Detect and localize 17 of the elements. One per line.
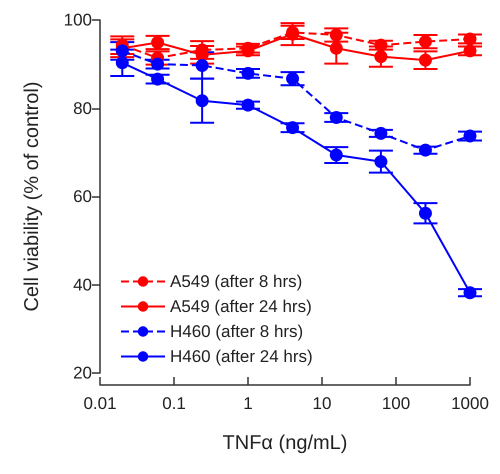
legend-label: A549 (after 24 hrs) [170,297,312,316]
y-tick-label: 100 [64,10,92,30]
x-tick-label: 1 [243,394,253,413]
x-tick-label: 0.01 [83,394,117,413]
y-tick-label: 40 [73,275,92,294]
x-tick-label: 1000 [451,394,489,413]
legend-label: H460 (after 24 hrs) [170,347,313,366]
y-tick-label: 20 [73,364,92,382]
y-tick-label: 60 [73,187,92,206]
x-tick-label: 100 [382,394,410,413]
x-axis-title: TNFα (ng/mL) [222,432,348,454]
y-tick-label: 80 [73,98,92,118]
x-tick-label: 10 [312,394,332,413]
x-tick-label: 0.1 [162,394,186,413]
legend-label: A549 (after 8 hrs) [170,272,302,291]
y-axis-title: Cell viability (% of control) [21,81,43,312]
legend-label: H460 (after 8 hrs) [170,322,304,341]
